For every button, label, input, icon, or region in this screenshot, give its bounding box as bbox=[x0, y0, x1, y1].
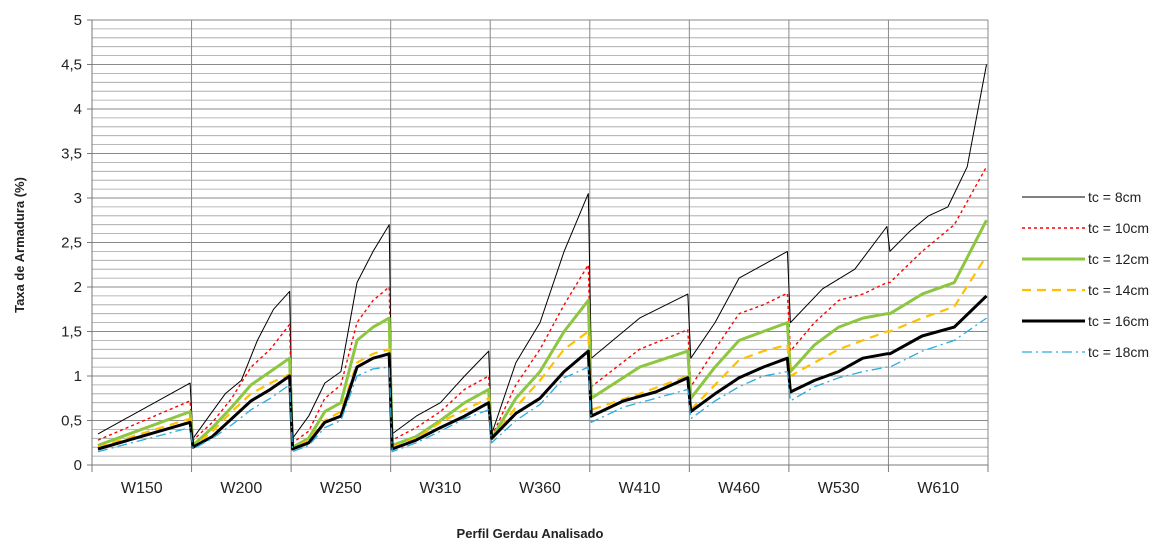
legend-label: tc = 10cm bbox=[1088, 220, 1149, 236]
legend-item: tc = 18cm bbox=[1022, 344, 1149, 360]
x-category-label: W360 bbox=[519, 480, 561, 497]
y-tick-label: 3 bbox=[74, 190, 82, 207]
axes bbox=[87, 19, 989, 472]
grid bbox=[92, 19, 988, 466]
y-tick-label: 4 bbox=[74, 101, 82, 118]
x-category-label: W150 bbox=[121, 480, 163, 497]
x-category-labels: W150 W200 W250 W310 W360 W410 W460 W530 W610 bbox=[121, 480, 959, 497]
legend-item: tc = 16cm bbox=[1022, 313, 1149, 329]
series-path bbox=[97, 255, 988, 451]
series-lines bbox=[97, 64, 988, 453]
series-path bbox=[97, 317, 987, 453]
y-tick-label: 5 bbox=[74, 12, 82, 29]
legend-label: tc = 12cm bbox=[1088, 251, 1149, 267]
series-line bbox=[97, 64, 987, 439]
legend: tc = 8cm tc = 10cm tc = 12cm tc = 14cm tc = … bbox=[1022, 189, 1149, 360]
x-category-label: W410 bbox=[619, 480, 661, 497]
series-line bbox=[97, 294, 988, 451]
y-tick-label: 0 bbox=[74, 457, 82, 474]
legend-label: tc = 16cm bbox=[1088, 313, 1149, 329]
y-tick-label: 4,5 bbox=[61, 57, 82, 74]
series-line bbox=[97, 219, 988, 449]
x-category-label: W530 bbox=[818, 480, 860, 497]
y-tick-label: 2 bbox=[74, 279, 82, 296]
series-path bbox=[97, 294, 988, 451]
legend-label: tc = 18cm bbox=[1088, 344, 1149, 360]
series-line bbox=[97, 317, 987, 453]
legend-label: tc = 8cm bbox=[1088, 189, 1141, 205]
y-axis-title: Taxa de Armadura (%) bbox=[12, 177, 27, 313]
y-tick-label: 2,5 bbox=[61, 235, 82, 252]
y-tick-label: 1 bbox=[74, 368, 82, 385]
legend-item: tc = 8cm bbox=[1022, 189, 1141, 205]
series-path bbox=[97, 64, 987, 439]
x-axis-title: Perfil Gerdau Analisado bbox=[457, 526, 604, 541]
x-category-label: W610 bbox=[917, 480, 959, 497]
y-tick-labels: 0 0,5 1 1,5 2 2,5 3 3,5 4 4,5 5 bbox=[61, 12, 82, 474]
x-category-label: W250 bbox=[320, 480, 362, 497]
x-category-label: W460 bbox=[718, 480, 760, 497]
x-category-label: W200 bbox=[220, 480, 262, 497]
legend-item: tc = 12cm bbox=[1022, 251, 1149, 267]
series-path bbox=[97, 219, 988, 449]
legend-item: tc = 10cm bbox=[1022, 220, 1149, 236]
series-line bbox=[97, 255, 988, 451]
legend-item: tc = 14cm bbox=[1022, 282, 1149, 298]
legend-label: tc = 14cm bbox=[1088, 282, 1149, 298]
y-tick-label: 0,5 bbox=[61, 413, 82, 430]
x-category-label: W310 bbox=[420, 480, 462, 497]
y-tick-label: 3,5 bbox=[61, 146, 82, 163]
y-tick-label: 1,5 bbox=[61, 324, 82, 341]
